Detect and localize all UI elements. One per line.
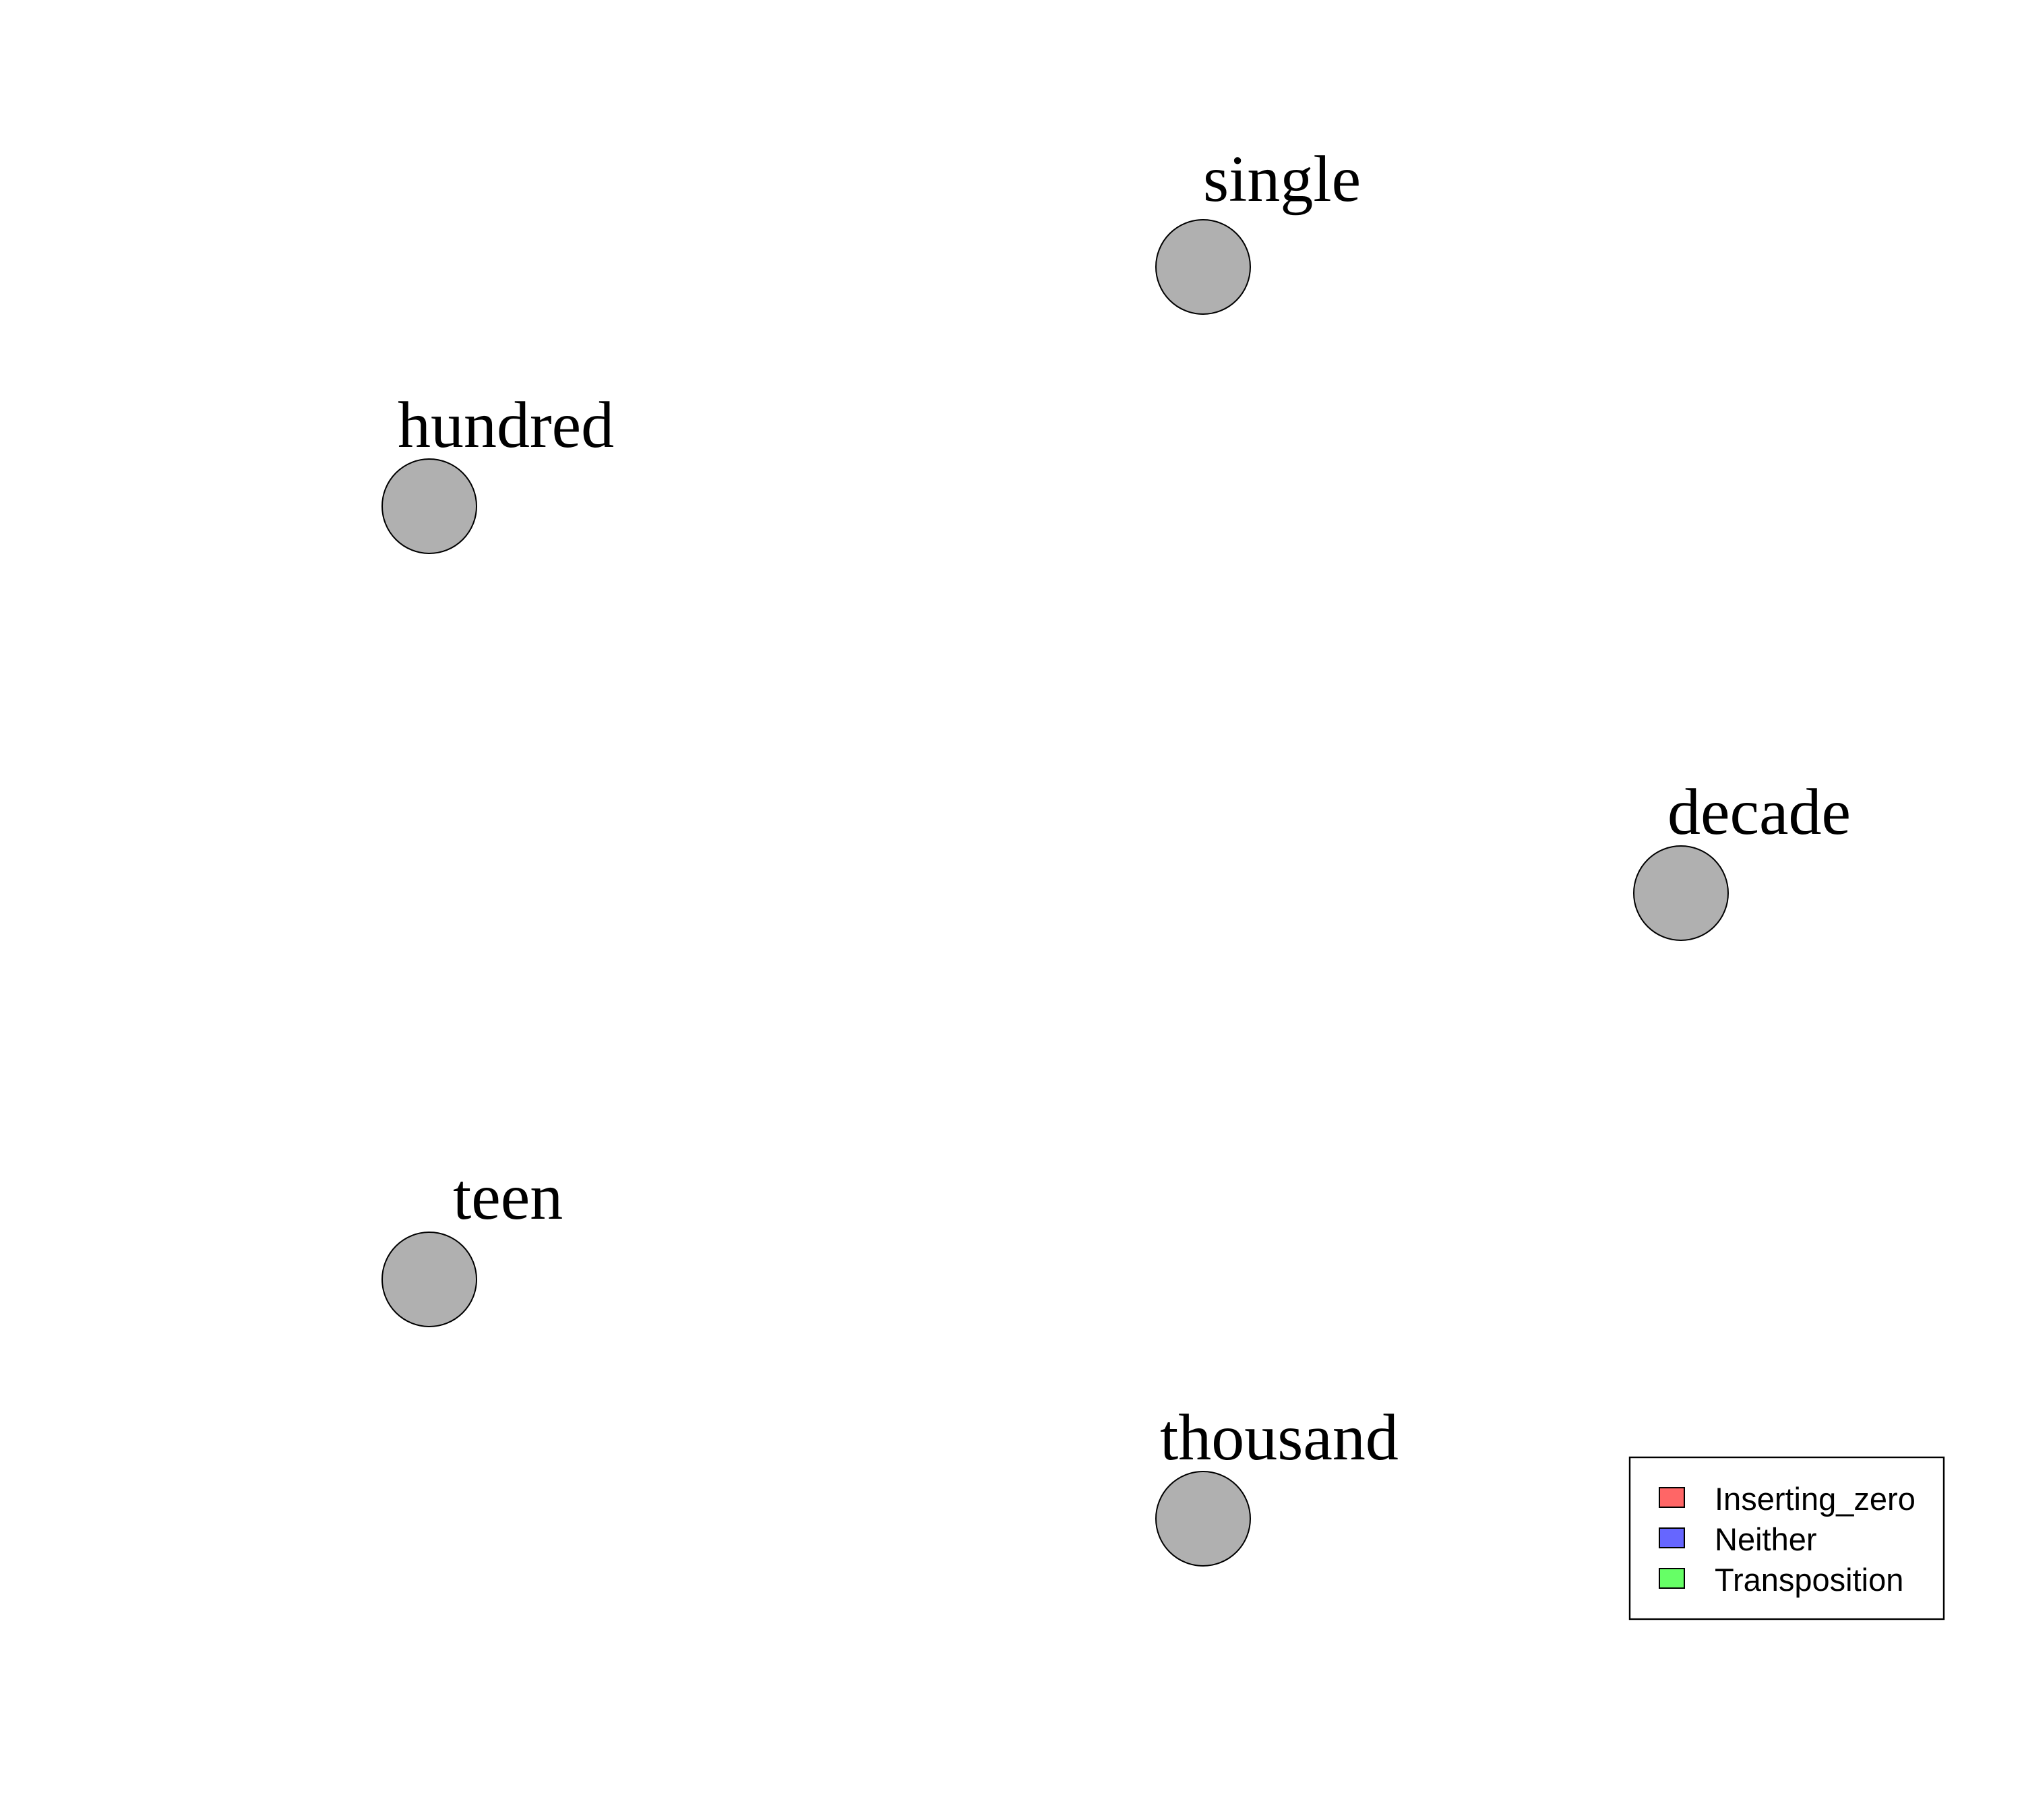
- node-decade-label: decade: [1667, 776, 1851, 849]
- legend-label-neither: Neither: [1715, 1521, 1817, 1557]
- legend-swatch-inserting-zero: [1659, 1487, 1685, 1508]
- node-single-label: single: [1203, 143, 1361, 216]
- node-thousand-label: thousand: [1160, 1401, 1399, 1474]
- legend: Inserting_zero Neither Transposition: [1628, 1456, 1945, 1620]
- node-teen-circle: [381, 1232, 477, 1327]
- legend-item-transposition: Transposition: [1659, 1562, 1903, 1598]
- legend-swatch-transposition: [1659, 1568, 1685, 1589]
- node-thousand-circle: [1155, 1471, 1251, 1567]
- legend-item-inserting-zero: Inserting_zero: [1659, 1481, 1916, 1517]
- node-teen-label: teen: [453, 1161, 563, 1234]
- legend-label-transposition: Transposition: [1715, 1562, 1903, 1598]
- node-hundred-label: hundred: [398, 389, 614, 462]
- node-decade: decade: [1633, 776, 1851, 941]
- node-single: single: [1155, 143, 1361, 315]
- node-decade-circle: [1633, 845, 1729, 941]
- node-hundred-circle: [381, 458, 477, 554]
- node-teen: teen: [381, 1161, 563, 1327]
- legend-label-inserting-zero: Inserting_zero: [1715, 1481, 1916, 1517]
- node-single-circle: [1155, 219, 1251, 315]
- node-thousand: thousand: [1155, 1401, 1399, 1567]
- node-hundred: hundred: [381, 389, 614, 554]
- legend-item-neither: Neither: [1659, 1521, 1817, 1557]
- legend-swatch-neither: [1659, 1527, 1685, 1548]
